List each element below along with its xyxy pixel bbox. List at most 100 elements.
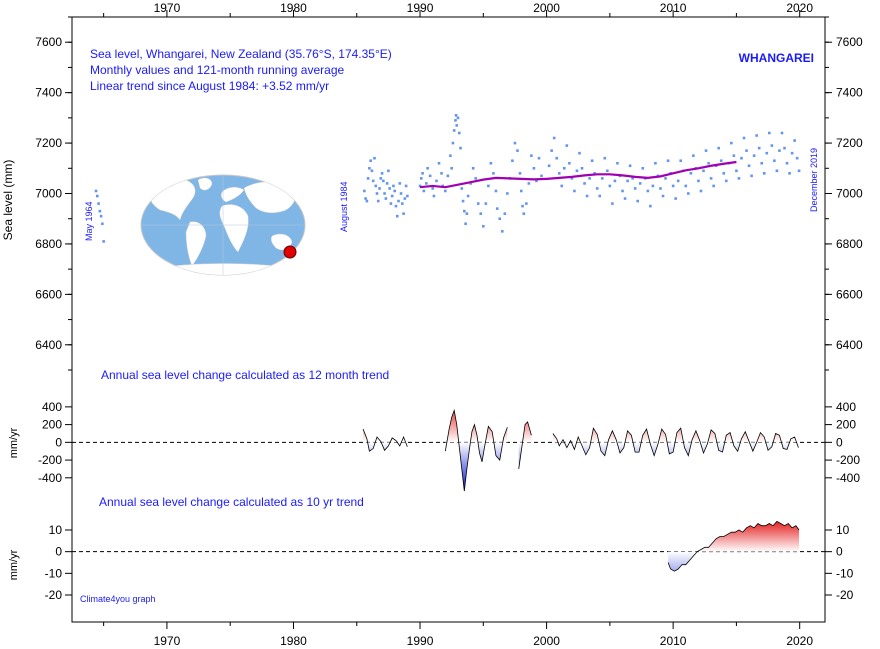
monthly-point bbox=[674, 197, 677, 200]
monthly-point bbox=[446, 174, 450, 178]
monthly-point bbox=[435, 179, 438, 183]
monthly-point bbox=[773, 159, 776, 163]
monthly-point bbox=[535, 179, 538, 183]
monthly-point bbox=[399, 192, 403, 195]
monthly-point bbox=[489, 161, 493, 165]
monthly-point bbox=[740, 156, 743, 160]
monthly-point bbox=[790, 151, 794, 155]
y-tick-label-left: 7000 bbox=[35, 187, 62, 201]
monthly-point bbox=[519, 189, 523, 193]
monthly-point bbox=[376, 199, 380, 203]
monthly-point bbox=[709, 177, 713, 180]
running-average-line bbox=[419, 160, 737, 189]
monthly-point bbox=[479, 212, 483, 215]
monthly-point bbox=[793, 139, 796, 142]
monthly-point bbox=[745, 149, 748, 152]
monthly-point bbox=[560, 184, 564, 188]
y-axis-label-mmyr-2: mm/yr bbox=[8, 549, 20, 580]
monthly-point bbox=[370, 169, 374, 173]
monthly-point bbox=[368, 166, 371, 170]
monthly-point bbox=[463, 209, 466, 213]
monthly-point bbox=[98, 209, 102, 213]
monthly-point bbox=[588, 177, 591, 180]
monthly-point bbox=[97, 202, 100, 205]
monthly-point bbox=[366, 177, 370, 180]
y-tick-label-right: 400 bbox=[836, 400, 856, 414]
sea-level-panel bbox=[94, 114, 801, 243]
monthly-point bbox=[371, 179, 375, 183]
monthly-point bbox=[495, 207, 499, 210]
globe-map bbox=[140, 174, 306, 276]
monthly-point bbox=[428, 174, 432, 178]
monthly-point bbox=[426, 166, 429, 170]
x-tick-label-top-2020: 2020 bbox=[786, 1, 813, 15]
monthly-point bbox=[762, 172, 766, 175]
monthly-point bbox=[671, 184, 675, 188]
monthly-point bbox=[374, 184, 378, 188]
trend-line bbox=[552, 427, 799, 457]
monthly-point bbox=[702, 169, 705, 173]
monthly-point bbox=[494, 189, 498, 193]
y-tick-label-right: 6800 bbox=[836, 237, 863, 251]
monthly-point bbox=[503, 212, 507, 215]
monthly-point bbox=[451, 141, 455, 145]
y-tick-label-right: 0 bbox=[836, 435, 843, 449]
monthly-point bbox=[384, 197, 388, 200]
monthly-point bbox=[765, 151, 769, 155]
monthly-point bbox=[768, 131, 771, 135]
monthly-point bbox=[454, 119, 457, 122]
date-label-dec-2019: December 2019 bbox=[809, 148, 819, 212]
monthly-point bbox=[651, 184, 655, 188]
monthly-point bbox=[570, 177, 574, 180]
twelve-month-trend-panel bbox=[72, 408, 825, 492]
monthly-point bbox=[547, 164, 551, 168]
ten-year-trend-panel bbox=[72, 520, 825, 572]
monthly-point bbox=[666, 159, 670, 163]
monthly-point bbox=[633, 187, 637, 190]
monthly-point bbox=[99, 214, 103, 218]
monthly-point bbox=[649, 204, 652, 208]
monthly-point bbox=[388, 187, 391, 190]
monthly-point bbox=[537, 156, 541, 160]
monthly-point bbox=[395, 214, 399, 218]
monthly-point bbox=[518, 172, 522, 175]
x-tick-label-top-2010: 2010 bbox=[660, 1, 687, 15]
y-tick-label-right: 7200 bbox=[836, 136, 863, 150]
y-tick-label-right: -20 bbox=[836, 588, 854, 602]
negative-area bbox=[552, 442, 799, 456]
monthly-point bbox=[755, 134, 758, 137]
credit-label: Climate4you graph bbox=[80, 594, 156, 604]
y-tick-label-left: 7600 bbox=[35, 35, 62, 49]
monthly-point bbox=[692, 154, 695, 157]
monthly-point bbox=[460, 187, 464, 190]
monthly-point bbox=[421, 172, 424, 175]
monthly-point bbox=[511, 159, 514, 163]
monthly-point bbox=[613, 179, 617, 183]
monthly-point bbox=[704, 149, 708, 152]
monthly-point bbox=[552, 136, 556, 140]
y-tick-label-left: 400 bbox=[42, 400, 62, 414]
title-line-3: Linear trend since August 1984: +3.52 mm… bbox=[90, 79, 329, 93]
y-tick-label-left: -200 bbox=[38, 453, 62, 467]
monthly-point bbox=[724, 179, 728, 183]
monthly-point bbox=[664, 177, 667, 180]
monthly-point bbox=[595, 187, 599, 190]
monthly-point bbox=[431, 187, 434, 190]
x-tick-label-top-2000: 2000 bbox=[533, 1, 560, 15]
monthly-point bbox=[525, 202, 528, 205]
monthly-point bbox=[750, 174, 753, 178]
x-tick-label-bottom-1980: 1980 bbox=[280, 634, 307, 648]
title-line-2: Monthly values and 121-month running ave… bbox=[90, 63, 344, 77]
monthly-point bbox=[717, 146, 720, 150]
monthly-point bbox=[530, 154, 533, 157]
monthly-point bbox=[461, 199, 465, 203]
monthly-point bbox=[469, 182, 472, 185]
monthly-point bbox=[385, 182, 389, 185]
monthly-point bbox=[631, 177, 634, 180]
monthly-point bbox=[500, 230, 504, 233]
monthly-point bbox=[375, 192, 379, 195]
monthly-point bbox=[540, 174, 543, 178]
monthly-point bbox=[676, 179, 680, 183]
monthly-point bbox=[459, 146, 462, 150]
